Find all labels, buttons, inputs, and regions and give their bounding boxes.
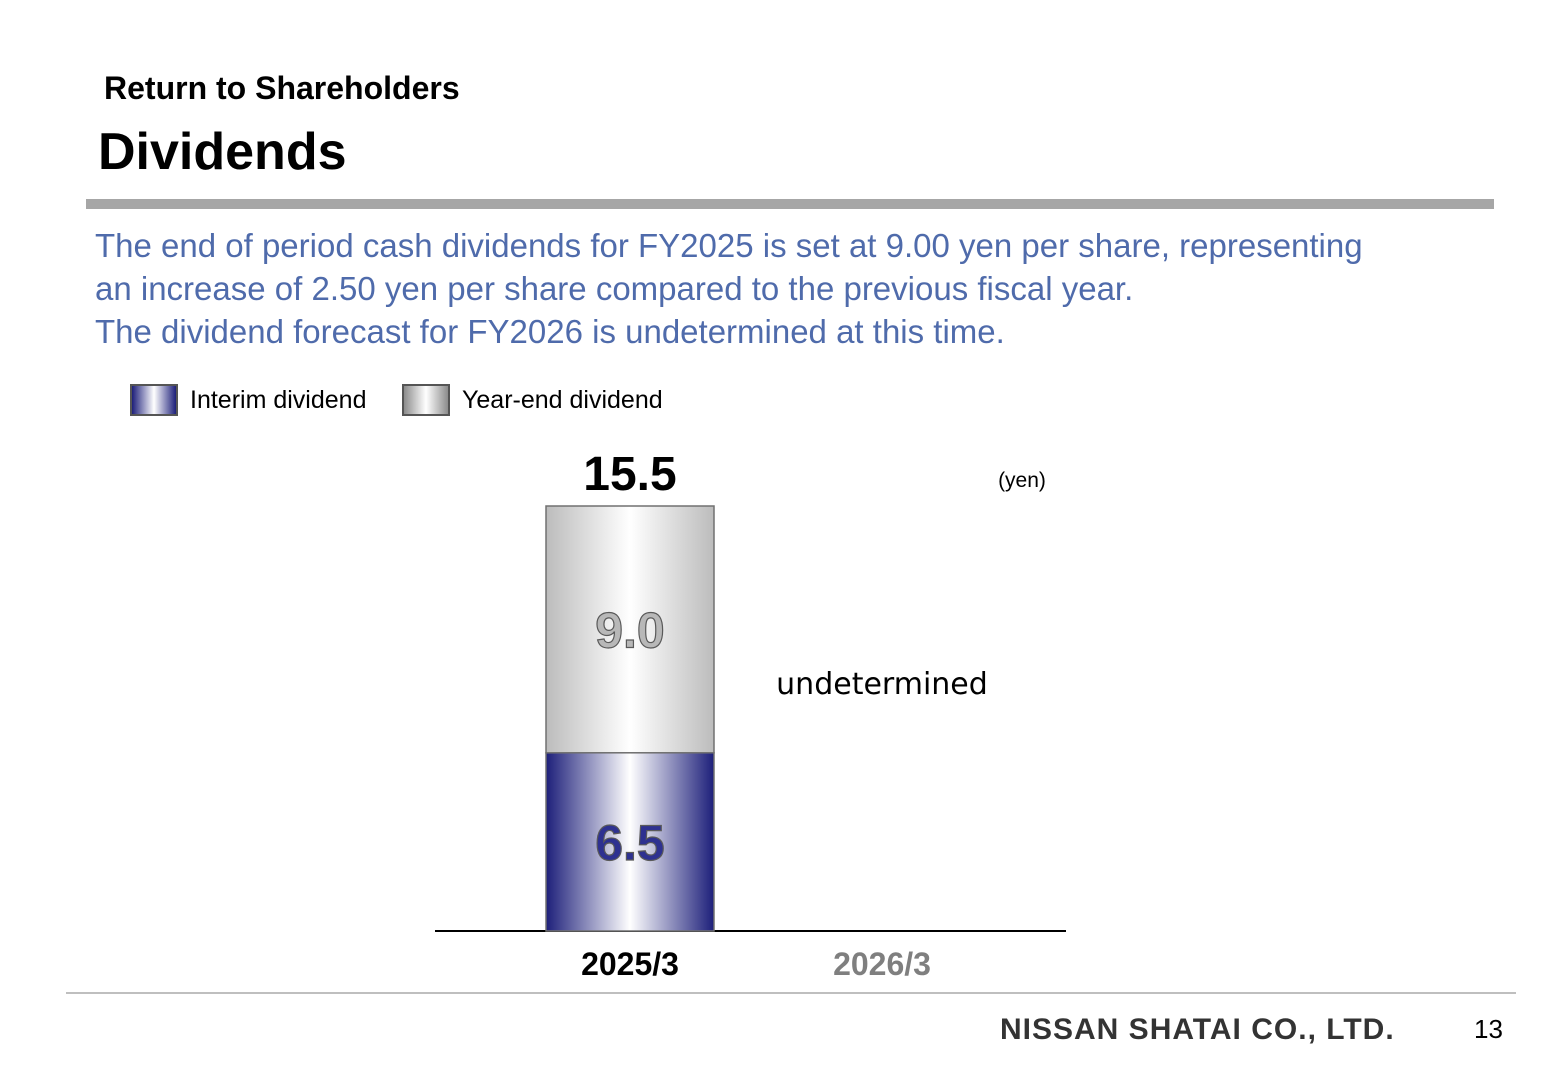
legend-swatch-year-end bbox=[402, 384, 450, 416]
bar-segment-year-end-2025-3 bbox=[545, 505, 715, 754]
page-title: Dividends bbox=[98, 123, 347, 181]
bar-segment-interim-2025-3 bbox=[545, 752, 715, 932]
footer-divider bbox=[66, 992, 1516, 994]
total-label-2025-3: 15.5 bbox=[583, 448, 676, 501]
legend-label-year-end: Year-end dividend bbox=[462, 385, 663, 414]
chart-marks: 6.5 9.0 15.5 2025/3 undetermined 2026/3 bbox=[545, 448, 988, 982]
summary-text: The end of period cash dividends for FY2… bbox=[95, 224, 1515, 353]
value-label-year-end: 9.0 bbox=[595, 602, 665, 658]
section-subtitle: Return to Shareholders bbox=[104, 70, 460, 106]
value-label-interim: 6.5 bbox=[595, 815, 665, 871]
legend-label-interim: Interim dividend bbox=[190, 385, 367, 414]
annotation-2026-3: undetermined bbox=[776, 667, 988, 702]
summary-line-2: an increase of 2.50 yen per share compar… bbox=[95, 270, 1134, 307]
summary-line-3: The dividend forecast for FY2026 is unde… bbox=[95, 313, 1005, 350]
legend-item-year-end: Year-end dividend bbox=[402, 384, 663, 416]
company-logo-text: NISSAN SHATAI CO., LTD. bbox=[1000, 1013, 1395, 1046]
chart-unit-label: (yen) bbox=[998, 469, 1046, 492]
x-tick-label-2026-3: 2026/3 bbox=[833, 946, 931, 982]
legend-swatch-interim bbox=[130, 384, 178, 416]
summary-line-1: The end of period cash dividends for FY2… bbox=[95, 227, 1363, 264]
legend-item-interim: Interim dividend bbox=[130, 384, 366, 416]
x-tick-label-2025-3: 2025/3 bbox=[581, 946, 679, 982]
title-divider bbox=[86, 199, 1494, 209]
page-number: 13 bbox=[1474, 1014, 1503, 1044]
